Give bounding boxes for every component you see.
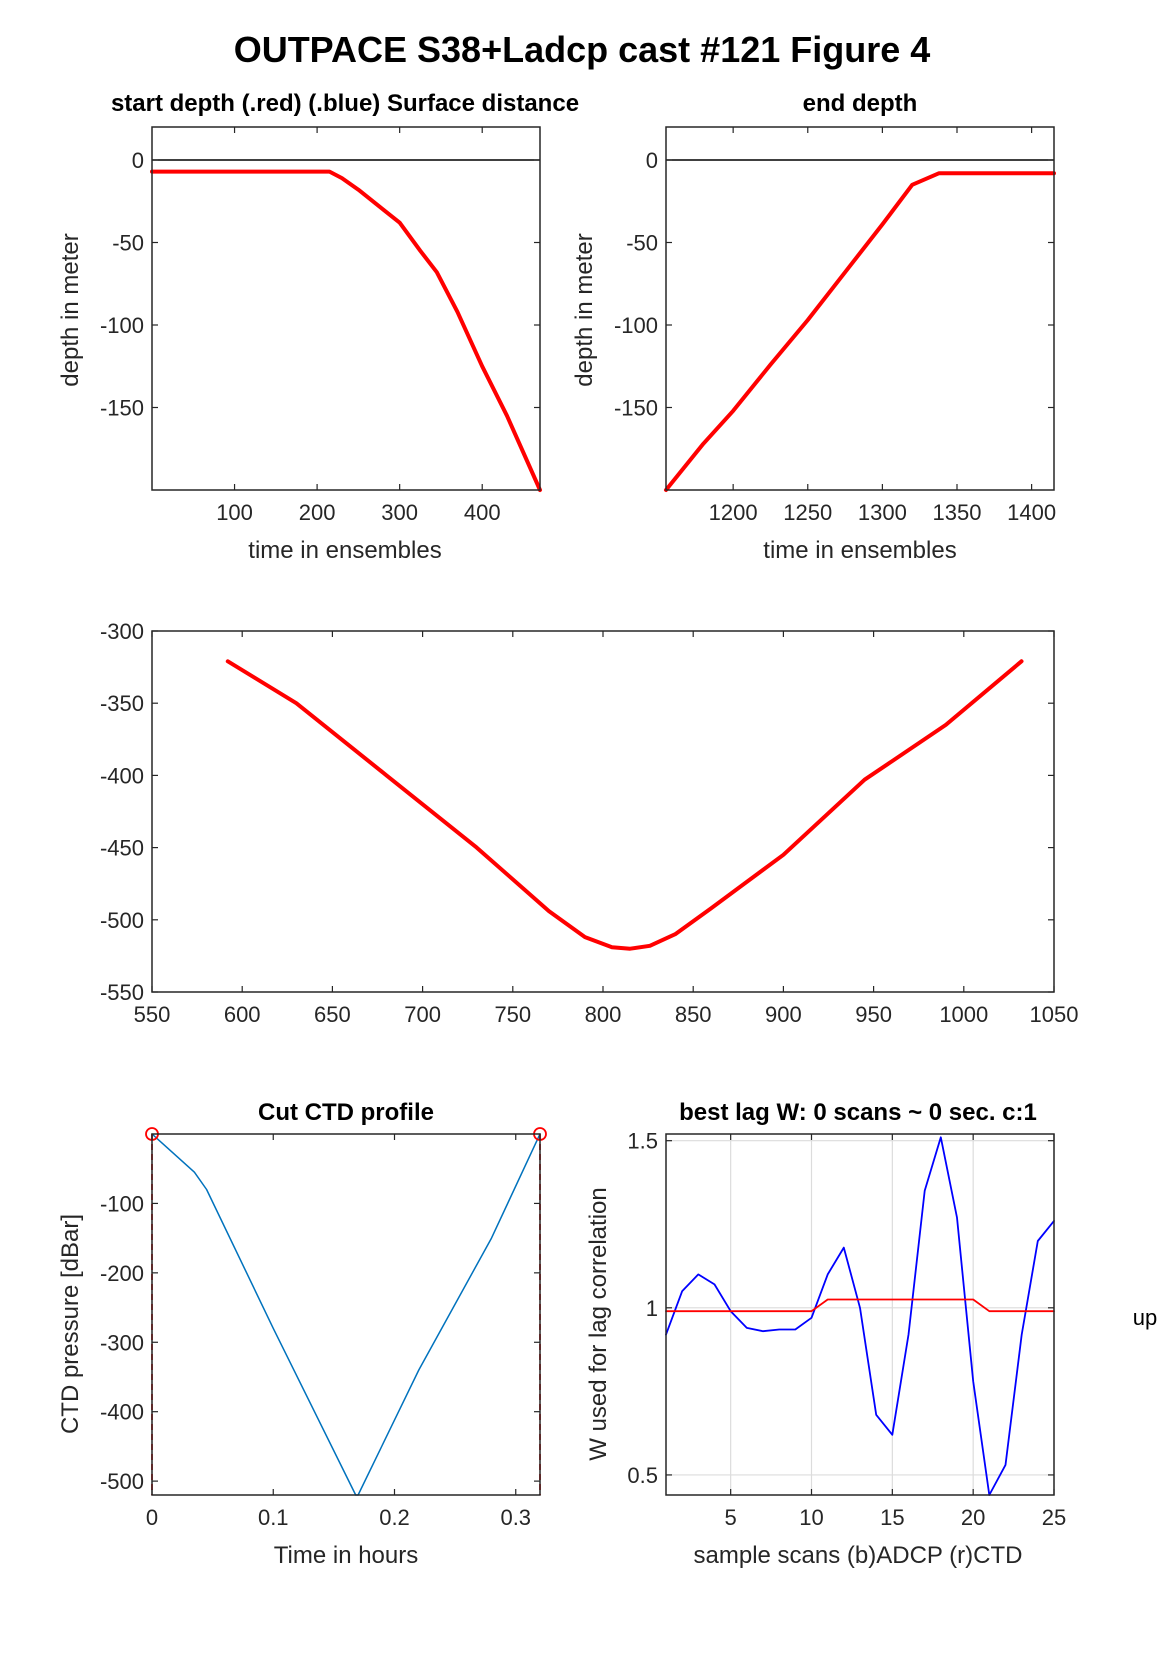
- y-tick-label: -300: [100, 619, 144, 644]
- x-axis-label: time in ensembles: [763, 537, 956, 564]
- x-tick-label: 1050: [1030, 1002, 1079, 1027]
- y-axis-label: W used for lag correlation: [585, 1187, 612, 1460]
- y-tick-label: -550: [100, 980, 144, 1005]
- x-tick-label: 0: [146, 1505, 158, 1530]
- x-tick-label: 900: [765, 1002, 802, 1027]
- y-tick-label: 0.5: [627, 1463, 658, 1488]
- x-tick-label: 600: [224, 1002, 261, 1027]
- series-line: [664, 171, 1056, 492]
- y-axis-label: CTD pressure [dBar]: [57, 1214, 84, 1434]
- x-tick-label: 1400: [1007, 500, 1056, 525]
- x-tick-label: 1200: [709, 500, 758, 525]
- x-tick-label: 25: [1042, 1505, 1066, 1530]
- y-tick-label: -500: [100, 908, 144, 933]
- y-tick-label: 1: [646, 1296, 658, 1321]
- x-tick-label: 950: [855, 1002, 892, 1027]
- x-tick-label: 1300: [858, 500, 907, 525]
- x-tick-label: 700: [404, 1002, 441, 1027]
- series-line: [665, 1298, 1055, 1313]
- chart-title: Cut CTD profile: [258, 1099, 434, 1126]
- axes-box: [151, 1133, 541, 1496]
- x-tick-label: 0.1: [258, 1505, 289, 1530]
- x-tick-label: 200: [299, 500, 336, 525]
- x-tick-label: 850: [675, 1002, 712, 1027]
- x-tick-label: 1250: [783, 500, 832, 525]
- x-tick-label: 100: [216, 500, 253, 525]
- panel-end-depth: end depth time in ensembles depth in met…: [571, 90, 1056, 564]
- chart-title: best lag W: 0 scans ~ 0 sec. c:1: [679, 1099, 1037, 1126]
- y-tick-label: -200: [100, 1261, 144, 1286]
- x-axis-label: sample scans (b)ADCP (r)CTD: [694, 1542, 1023, 1569]
- x-axis-label: Time in hours: [274, 1542, 419, 1569]
- axes-box: [151, 630, 1055, 993]
- x-tick-label: 0.2: [379, 1505, 410, 1530]
- y-tick-label: -50: [626, 231, 658, 256]
- y-tick-label: 0: [646, 148, 658, 173]
- x-tick-label: 650: [314, 1002, 351, 1027]
- y-axis-label: depth in meter: [57, 233, 84, 386]
- x-tick-label: 1350: [933, 500, 982, 525]
- x-tick-label: 300: [381, 500, 418, 525]
- axes-box: [151, 126, 541, 491]
- panel-best-lag: best lag W: 0 scans ~ 0 sec. c:1 sample …: [585, 1099, 1066, 1569]
- panel-start-depth: start depth (.red) (.blue) Surface dista…: [57, 90, 579, 564]
- y-tick-label: -300: [100, 1330, 144, 1355]
- x-tick-label: 5: [725, 1505, 737, 1530]
- x-tick-label: 15: [880, 1505, 904, 1530]
- axes-box: [665, 1133, 1055, 1496]
- x-axis-label: time in ensembles: [248, 537, 441, 564]
- chart-title: end depth: [803, 90, 918, 117]
- series-line: [151, 1133, 541, 1496]
- series-line: [150, 169, 542, 492]
- panel-middle-track: 550 600 650 700 750 800 850 900 950 1000 1050 -300 -…: [100, 619, 1079, 1027]
- axes-box: [665, 126, 1055, 491]
- y-axis-label: depth in meter: [571, 233, 598, 386]
- y-tick-label: -450: [100, 836, 144, 861]
- y-tick-label: -350: [100, 691, 144, 716]
- chart-title: start depth (.red) (.blue) Surface dista…: [111, 90, 579, 117]
- figure-title: OUTPACE S38+Ladcp cast #121 Figure 4: [234, 29, 931, 70]
- x-tick-label: 10: [799, 1505, 823, 1530]
- y-tick-label: -150: [614, 396, 658, 421]
- series-line: [225, 659, 1024, 951]
- y-tick-label: -100: [100, 313, 144, 338]
- y-tick-label: -150: [100, 396, 144, 421]
- x-tick-label: 550: [134, 1002, 171, 1027]
- y-tick-label: -500: [100, 1469, 144, 1494]
- y-tick-label: -100: [614, 313, 658, 338]
- y-tick-label: -400: [100, 763, 144, 788]
- series-line: [665, 1136, 1055, 1496]
- x-tick-label: 20: [961, 1505, 985, 1530]
- x-tick-label: 750: [494, 1002, 531, 1027]
- y-tick-label: -100: [100, 1191, 144, 1216]
- x-tick-label: 0.3: [500, 1505, 531, 1530]
- x-tick-label: 800: [585, 1002, 622, 1027]
- side-label: up: [1133, 1305, 1157, 1330]
- x-tick-label: 1000: [939, 1002, 988, 1027]
- y-tick-label: 0: [132, 148, 144, 173]
- y-tick-label: -400: [100, 1400, 144, 1425]
- panel-cut-ctd-profile: Cut CTD profile Time in hours CTD pressu…: [57, 1099, 547, 1569]
- y-tick-label: -50: [112, 231, 144, 256]
- x-tick-label: 400: [464, 500, 501, 525]
- y-tick-label: 1.5: [627, 1129, 658, 1154]
